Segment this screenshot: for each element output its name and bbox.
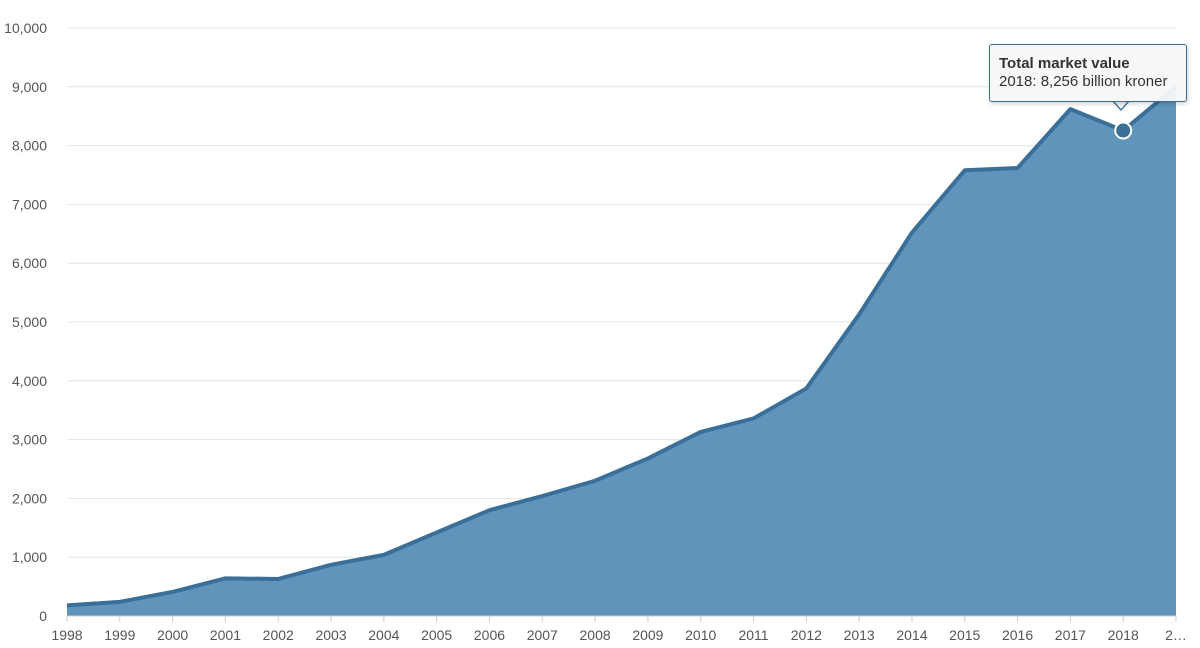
area-series [66, 85, 1178, 617]
x-tick-label: 1998 [51, 627, 82, 643]
x-tick-label: 2015 [949, 627, 980, 643]
y-tick-label: 10,000 [4, 20, 47, 36]
y-tick-label: 6,000 [12, 255, 47, 271]
x-tick-label: 2017 [1055, 627, 1086, 643]
x-tick-label: 2007 [527, 627, 558, 643]
highlight-marker[interactable] [1114, 121, 1133, 140]
x-tick-label: 2018 [1108, 627, 1139, 643]
y-tick-label: 2,000 [12, 490, 47, 506]
x-tick-label: 2001 [210, 627, 241, 643]
x-tick-label: 2003 [315, 627, 346, 643]
tooltip-title: Total market value [999, 55, 1130, 72]
x-tick-label: 2008 [580, 627, 611, 643]
y-tick-label: 8,000 [12, 138, 47, 154]
y-tick-label: 4,000 [12, 373, 47, 389]
x-tick-label: 2005 [421, 627, 452, 643]
tooltip-value: 2018: 8,256 billion kroner [999, 73, 1168, 90]
x-tick-label: 2012 [791, 627, 822, 643]
x-tick-label: 2011 [738, 627, 768, 643]
x-tick-label: 2013 [844, 627, 875, 643]
y-tick-label: 9,000 [12, 79, 47, 95]
x-tick-label: 2009 [632, 627, 663, 643]
x-tick-label: 2… [1165, 627, 1187, 643]
y-tick-label: 5,000 [12, 314, 47, 330]
x-tick-label: 2010 [685, 627, 716, 643]
x-tick-label: 1999 [104, 627, 135, 643]
y-tick-label: 3,000 [12, 432, 47, 448]
y-axis-ticks: 0 1,000 2,000 3,000 4,000 5,000 6,000 7,000 8,00… [4, 20, 47, 624]
series-line [66, 85, 1178, 608]
x-tick-label: 2000 [157, 627, 188, 643]
x-tick-label: 2006 [474, 627, 505, 643]
x-tick-label: 2016 [1002, 627, 1033, 643]
x-axis-ticks: 1998 1999 2000 2001 2002 2003 2004 2005 2006 2007… [51, 616, 1187, 643]
y-tick-label: 7,000 [12, 196, 47, 212]
highlight-layer [1114, 121, 1133, 140]
x-tick-label: 2004 [368, 627, 399, 643]
y-tick-label: 0 [39, 608, 47, 624]
tooltip: Total market value 2018: 8,256 billion k… [989, 44, 1187, 102]
area-fill [67, 86, 1176, 617]
x-tick-label: 2014 [896, 627, 927, 643]
y-tick-label: 1,000 [12, 549, 47, 565]
tooltip-arrow-inner [1113, 100, 1129, 109]
x-tick-label: 2002 [263, 627, 294, 643]
